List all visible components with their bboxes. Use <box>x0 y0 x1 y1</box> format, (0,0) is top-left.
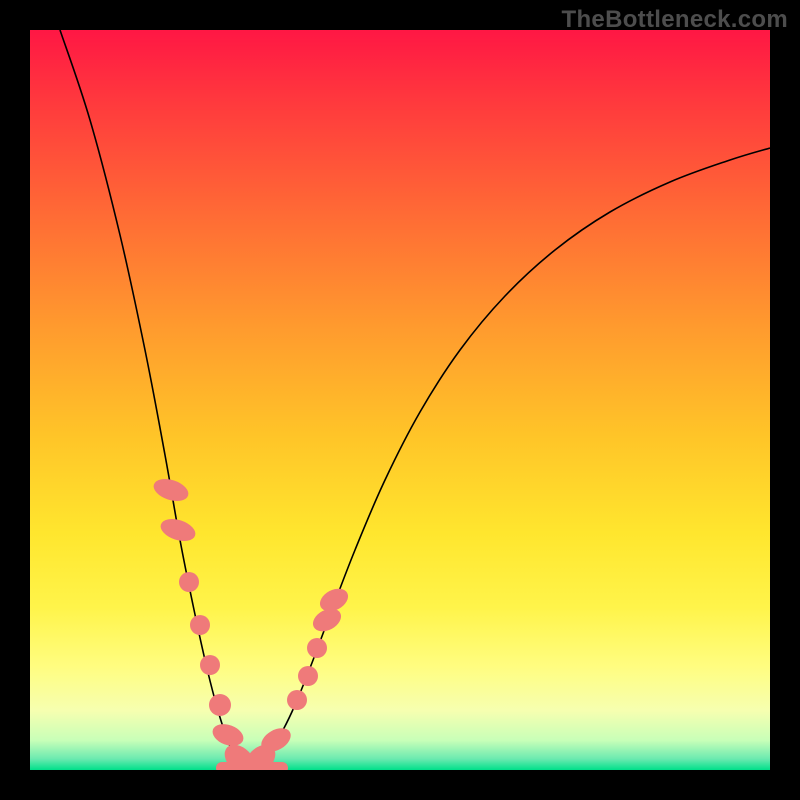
marker-left-4 <box>200 655 220 675</box>
chart-container: TheBottleneck.com <box>0 0 800 800</box>
marker-left-2 <box>179 572 199 592</box>
bottleneck-chart <box>0 0 800 800</box>
plot-area <box>30 30 770 781</box>
marker-left-3 <box>190 615 210 635</box>
marker-right-4 <box>307 638 327 658</box>
marker-right-3 <box>298 666 318 686</box>
marker-right-2 <box>287 690 307 710</box>
marker-left-5 <box>209 694 231 716</box>
watermark-text: TheBottleneck.com <box>562 6 788 34</box>
gradient-background <box>30 30 770 770</box>
